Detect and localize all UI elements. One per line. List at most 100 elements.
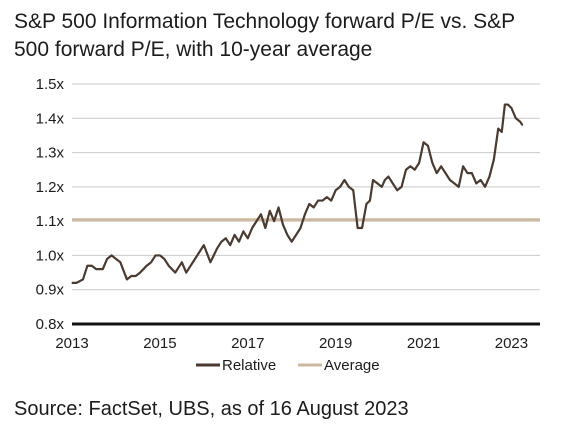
relative-point [308, 203, 310, 205]
relative-point [115, 258, 117, 260]
relative-point [418, 162, 420, 164]
relative-point [277, 206, 280, 209]
relative-point [126, 278, 128, 281]
relative-point [396, 189, 398, 191]
relative-point [209, 261, 212, 263]
relative-point [480, 179, 482, 181]
relative-point [507, 103, 509, 106]
y-tick-label: 1.5x [36, 76, 65, 93]
relative-point [181, 261, 183, 263]
relative-point [519, 121, 521, 123]
relative-point [458, 186, 460, 188]
relative-point [376, 182, 379, 185]
relative-point [299, 227, 302, 229]
relative-point [339, 186, 341, 188]
relative-point [102, 268, 104, 270]
relative-point [409, 165, 411, 167]
relative-point [190, 265, 192, 267]
relative-point [515, 117, 517, 119]
relative-point [471, 172, 473, 174]
relative-point [220, 241, 223, 243]
relative-point [387, 175, 389, 178]
relative-point [313, 206, 315, 209]
x-axis-tick-labels: 2013 2015 2017 2019 2021 2023 [55, 335, 528, 352]
relative-point [264, 227, 266, 229]
relative-point [146, 265, 148, 267]
relative-point [291, 241, 293, 243]
relative-point [462, 165, 464, 167]
relative-point [369, 199, 371, 202]
relative-point [71, 282, 73, 284]
relative-point [321, 199, 324, 202]
relative-point [466, 172, 469, 174]
relative-point [95, 268, 97, 270]
relative-point [453, 182, 455, 185]
legend: Relative Average [196, 357, 380, 374]
relative-point [75, 282, 77, 284]
y-tick-label: 1.4x [36, 110, 65, 127]
relative-point [504, 103, 506, 106]
relative-point [185, 271, 187, 274]
relative-point [444, 172, 447, 174]
relative-point [295, 234, 297, 236]
relative-point [352, 189, 354, 191]
relative-point [405, 169, 407, 171]
relative-point [82, 278, 84, 281]
relative-point [225, 237, 227, 239]
relative-point [269, 210, 271, 212]
relative-point [384, 179, 386, 181]
relative-point [501, 131, 503, 133]
relative-point [260, 213, 262, 215]
y-tick-label: 1.2x [36, 179, 65, 196]
relative-point [372, 179, 374, 181]
relative-point [392, 182, 394, 185]
relative-point [357, 227, 359, 229]
relative-point [365, 203, 368, 205]
relative-point [86, 265, 88, 267]
x-tick-label: 2013 [55, 335, 88, 352]
relative-point [168, 265, 170, 267]
x-tick-label: 2015 [143, 335, 176, 352]
legend-label-average: Average [324, 357, 380, 374]
relative-point [135, 275, 137, 277]
x-tick-label: 2019 [319, 335, 352, 352]
relative-point [488, 175, 491, 178]
grid-lines [72, 83, 540, 291]
relative-point [335, 189, 337, 191]
relative-point [106, 258, 108, 260]
relative-line-layer [71, 103, 524, 284]
relative-point [198, 251, 201, 253]
relative-point [273, 220, 275, 222]
relative-point [130, 275, 132, 277]
relative-point [431, 162, 433, 164]
relative-point [348, 186, 350, 188]
relative-point [174, 271, 176, 274]
y-tick-label: 0.8x [36, 316, 65, 333]
relative-point [255, 220, 258, 222]
relative-point [150, 261, 152, 263]
relative-point [414, 169, 416, 171]
y-tick-label: 1.3x [36, 145, 65, 162]
relative-point [304, 213, 306, 215]
relative-point [229, 244, 231, 246]
relative-point [159, 254, 161, 257]
x-tick-label: 2023 [495, 335, 528, 352]
relative-point [475, 182, 477, 185]
relative-point [326, 196, 328, 198]
relative-point [436, 172, 438, 174]
y-axis-tick-labels: 0.8x 0.9x 1.0x 1.1x 1.2x 1.3x 1.4x 1.5x [36, 76, 65, 333]
relative-point [154, 254, 157, 257]
y-tick-label: 1.0x [36, 247, 65, 264]
relative-point [238, 241, 240, 243]
source-note: Source: FactSet, UBS, as of 16 August 20… [14, 398, 409, 420]
relative-point [242, 230, 244, 233]
relative-point [110, 254, 113, 257]
relative-point [422, 141, 425, 143]
relative-point [203, 244, 205, 246]
relative-point [91, 265, 93, 267]
relative-point [282, 223, 284, 226]
relative-point [361, 227, 363, 229]
relative-point [251, 227, 253, 229]
relative-point [317, 199, 319, 202]
relative-point [330, 199, 332, 202]
